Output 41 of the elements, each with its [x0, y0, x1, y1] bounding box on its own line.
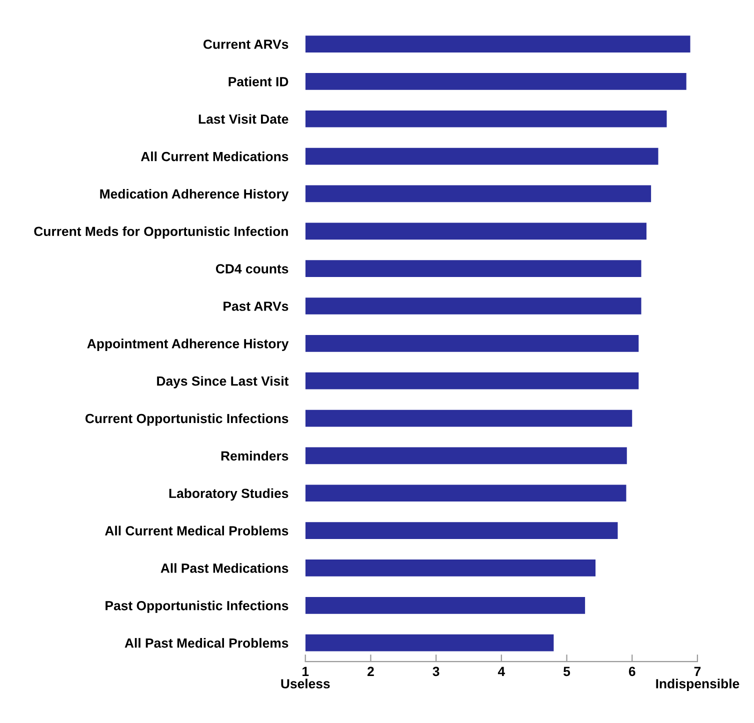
y-tick-label: All Current Medical Problems — [105, 526, 288, 536]
bar — [305, 73, 686, 90]
bar — [305, 185, 652, 202]
x-tick-label: 1 Useless — [281, 666, 330, 688]
y-tick-label: Medication Adherence History — [100, 188, 289, 202]
bar — [305, 634, 554, 652]
bar — [305, 596, 586, 614]
y-tick-label: Current ARVs — [203, 40, 288, 49]
x-tick-label: 5 — [563, 666, 570, 676]
y-tick-label: All Past Medications — [160, 563, 288, 573]
bar — [305, 222, 646, 240]
x-tick-label: 3 — [432, 666, 440, 676]
bar — [305, 522, 618, 539]
x-tick-label: 4 — [498, 666, 506, 676]
bar — [305, 372, 639, 390]
y-tick-label: Past Opportunistic Infections — [106, 600, 288, 613]
y-tick-label: Last Visit Date — [198, 114, 288, 124]
y-tick-label: CD4 counts — [216, 264, 288, 274]
bar — [305, 447, 627, 464]
y-tick-label: All Past Medical Problems — [124, 638, 288, 648]
y-tick-label: Days Since Last Visit — [157, 376, 289, 388]
bar — [305, 298, 642, 314]
bar — [305, 148, 658, 165]
y-tick-label: Past ARVs — [224, 302, 288, 311]
y-tick-label: Current Meds for Opportunistic Infection — [34, 226, 288, 239]
y-tick-label: Current Opportunistic Infections — [85, 413, 288, 426]
x-tick-label: 2 — [368, 666, 374, 676]
bar — [305, 560, 596, 576]
bar — [305, 36, 690, 52]
y-tick-label: Appointment Adherence History — [87, 338, 289, 351]
y-tick-label: Laboratory Studies — [169, 488, 288, 501]
bar — [305, 484, 626, 502]
bar — [305, 260, 642, 277]
x-tick-label: 6 — [628, 666, 636, 676]
bar — [305, 410, 632, 427]
bar — [305, 335, 639, 352]
y-tick-label: Reminders — [221, 450, 288, 461]
y-tick-label: All Current Medications — [140, 152, 288, 162]
x-tick-label: 7 Indispensible — [656, 666, 740, 692]
y-tick-label: Patient ID — [228, 76, 288, 86]
bar — [305, 110, 667, 128]
